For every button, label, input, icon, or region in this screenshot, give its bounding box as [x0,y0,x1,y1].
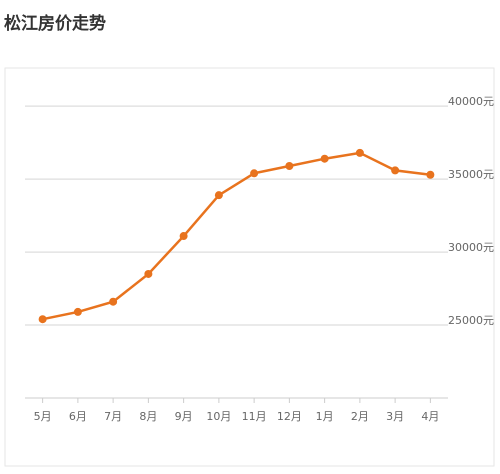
point [250,169,259,178]
x-tick-label: 4月 [421,410,439,423]
y-tick-label: 30000元 [448,241,494,254]
y-tick-label: 35000元 [448,168,494,181]
point [214,191,223,200]
point [320,154,329,163]
point [355,148,364,157]
point [285,162,294,171]
chart-title: 松江房价走势 [4,13,106,34]
x-tick-label: 10月 [206,410,231,423]
point [144,269,153,278]
x-tick-label: 1月 [316,410,334,423]
x-tick-label: 9月 [175,410,193,423]
point [426,170,435,179]
point [38,315,47,324]
y-tick-label: 25000元 [448,314,494,327]
point [73,307,82,316]
point [391,166,400,175]
x-tick-label: 8月 [139,410,157,423]
x-tick-label: 2月 [351,410,369,423]
x-tick-label: 12月 [277,410,302,423]
point [179,232,188,241]
x-tick-label: 11月 [242,410,267,423]
line [42,151,431,321]
point [109,297,118,306]
x-tick-label: 3月 [386,410,404,423]
y-tick-label: 40000元 [448,95,494,108]
x-tick-label: 6月 [69,410,87,423]
x-tick-label: 5月 [34,410,52,423]
x-tick-label: 7月 [104,410,122,423]
chart-frame [4,67,495,467]
